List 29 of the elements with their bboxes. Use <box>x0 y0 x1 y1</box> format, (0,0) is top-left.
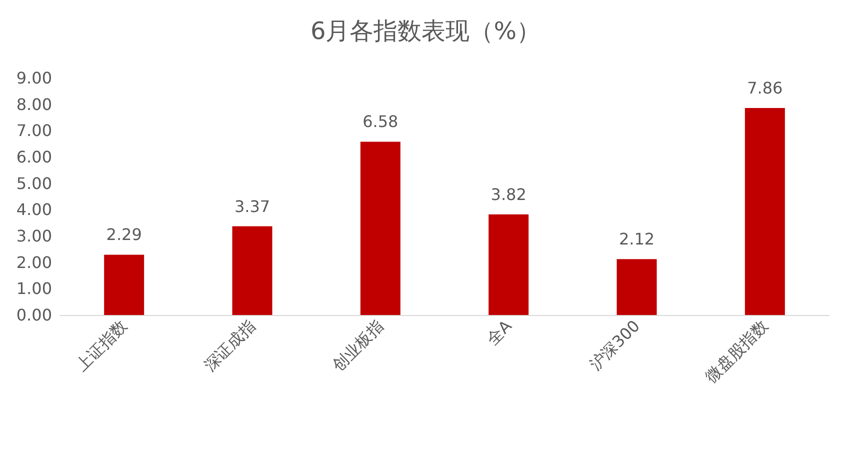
data-label: 2.29 <box>106 225 142 244</box>
y-tick-label: 5.00 <box>16 174 52 193</box>
x-tick-label: 深证成指 <box>200 316 259 375</box>
y-tick-label: 2.00 <box>16 252 52 272</box>
y-tick-label: 1.00 <box>16 279 52 298</box>
x-tick-label: 创业板指 <box>328 316 388 375</box>
y-tick-label: 7.00 <box>16 121 52 140</box>
data-label: 6.58 <box>362 112 398 132</box>
x-tick-label: 全A <box>482 316 516 349</box>
x-tick-label: 上证指数 <box>72 316 131 375</box>
y-tick-label: 0.00 <box>16 306 52 324</box>
y-tick-label: 8.00 <box>16 94 52 114</box>
bar <box>232 226 272 315</box>
bar <box>360 142 400 315</box>
data-label: 2.12 <box>618 230 655 249</box>
data-label: 7.86 <box>747 78 783 98</box>
data-label: 3.82 <box>490 184 526 204</box>
data-label: 3.37 <box>234 196 270 216</box>
x-tick-label: 微盘股指数 <box>702 316 772 386</box>
y-tick-label: 9.00 <box>16 68 52 88</box>
bar <box>616 259 657 315</box>
chart-title: 6月各指数表现（%） <box>310 17 541 45</box>
x-tick-label: 沪深300 <box>586 316 644 374</box>
bar <box>488 214 529 315</box>
y-tick-label: 4.00 <box>16 200 52 220</box>
bar <box>744 108 785 315</box>
y-tick-label: 6.00 <box>16 148 52 166</box>
bar <box>104 254 144 315</box>
y-tick-label: 3.00 <box>16 226 52 246</box>
